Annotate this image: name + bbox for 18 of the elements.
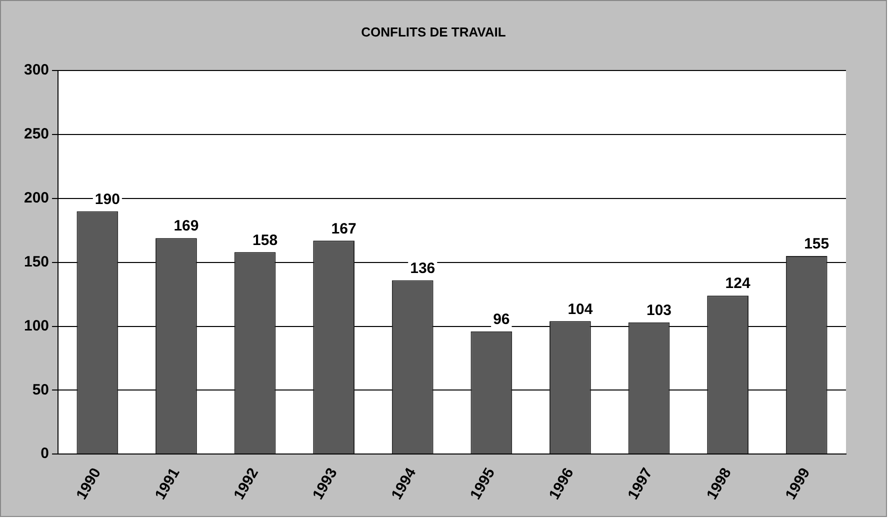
y-tick-label: 200: [24, 190, 50, 207]
data-label: 158: [252, 232, 278, 249]
data-label: 169: [174, 218, 199, 235]
data-label: 96: [493, 311, 510, 328]
data-label: 155: [804, 236, 830, 253]
y-tick-label: 150: [24, 253, 50, 270]
data-label: 103: [646, 302, 672, 320]
y-tick-label: 300: [24, 62, 50, 79]
data-label: 136: [410, 260, 436, 277]
y-tick-label: 0: [40, 445, 50, 462]
data-label: 104: [568, 300, 594, 318]
data-label: 167: [331, 220, 356, 238]
data-label: 190: [94, 190, 120, 208]
y-tick-label: 100: [24, 317, 50, 334]
data-label: 124: [725, 275, 751, 292]
y-tick-label: 50: [32, 381, 50, 398]
chart-title: CONFLITS DE TRAVAIL: [361, 24, 506, 40]
y-tick-label: 250: [24, 126, 50, 143]
